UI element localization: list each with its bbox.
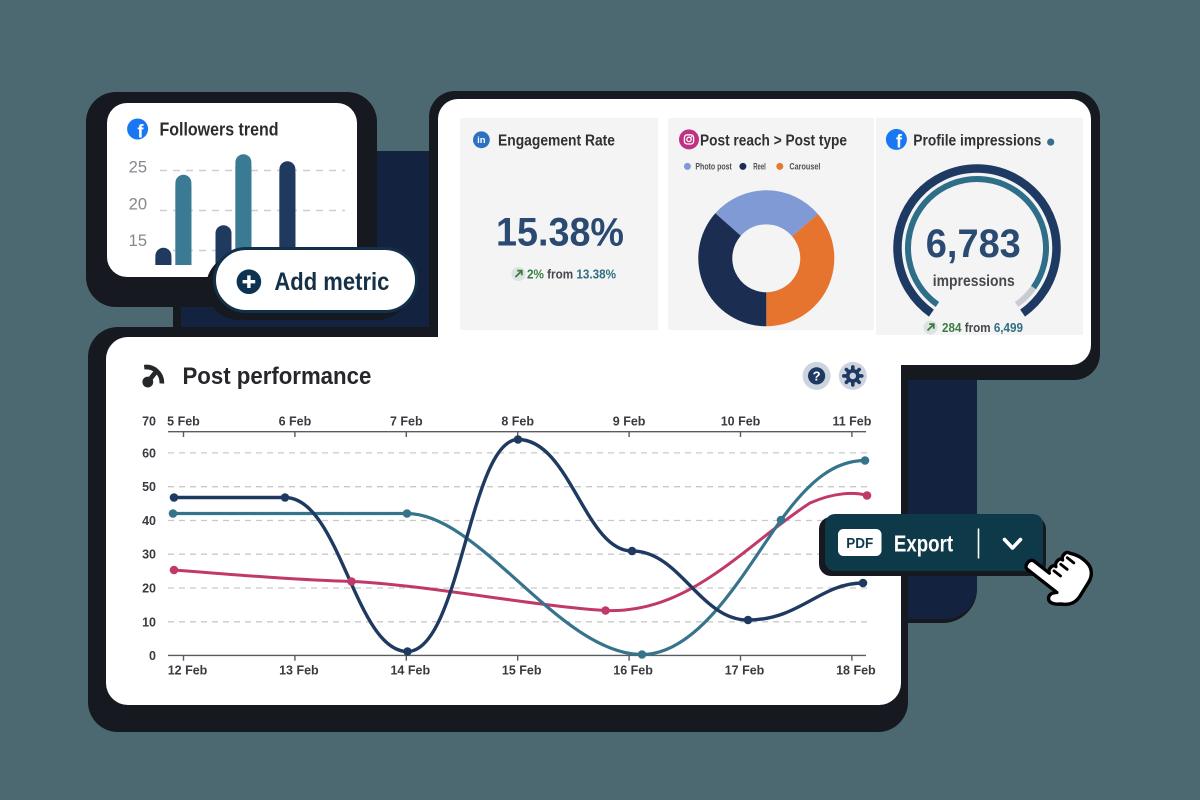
svg-text:in: in [477, 135, 486, 146]
svg-text:f: f [896, 132, 903, 152]
svg-text:?: ? [813, 369, 821, 384]
svg-text:16 Feb: 16 Feb [613, 664, 653, 678]
svg-text:Followers trend: Followers trend [160, 120, 279, 140]
svg-text:6,783: 6,783 [926, 222, 1021, 266]
svg-text:284 from 6,499: 284 from 6,499 [942, 320, 1023, 335]
svg-text:15 Feb: 15 Feb [502, 664, 542, 678]
svg-text:0: 0 [149, 649, 156, 663]
svg-text:7 Feb: 7 Feb [390, 415, 423, 429]
svg-text:17 Feb: 17 Feb [725, 664, 765, 678]
svg-text:5 Feb: 5 Feb [167, 415, 200, 429]
svg-text:Profile impressions: Profile impressions [913, 133, 1041, 150]
svg-text:Post performance: Post performance [183, 363, 372, 390]
svg-text:6 Feb: 6 Feb [279, 415, 312, 429]
svg-text:2% from 13.38%: 2% from 13.38% [527, 267, 616, 282]
svg-text:Export: Export [893, 530, 952, 556]
svg-text:20: 20 [129, 196, 147, 214]
svg-text:11 Feb: 11 Feb [832, 415, 871, 429]
svg-text:60: 60 [142, 446, 156, 460]
svg-text:25: 25 [129, 159, 147, 177]
svg-text:impressions: impressions [933, 273, 1015, 290]
svg-text:13 Feb: 13 Feb [279, 664, 319, 678]
svg-text:50: 50 [142, 480, 156, 494]
svg-text:30: 30 [142, 548, 156, 562]
svg-text:Add metric: Add metric [274, 268, 389, 296]
svg-text:20: 20 [142, 582, 156, 596]
svg-text:15: 15 [129, 232, 147, 250]
svg-text:Carousel: Carousel [789, 162, 820, 173]
svg-text:10 Feb: 10 Feb [721, 415, 761, 429]
svg-text:f: f [137, 121, 144, 142]
svg-text:PDF: PDF [846, 534, 873, 551]
svg-text:10: 10 [142, 615, 156, 629]
svg-text:18 Feb: 18 Feb [836, 664, 876, 678]
svg-text:14 Feb: 14 Feb [390, 664, 430, 678]
svg-text:Reel: Reel [753, 162, 766, 173]
svg-text:Engagement Rate: Engagement Rate [498, 132, 615, 149]
svg-text:12 Feb: 12 Feb [168, 664, 208, 678]
svg-text:15.38%: 15.38% [496, 211, 624, 255]
svg-text:Photo post: Photo post [695, 162, 732, 173]
svg-text:70: 70 [142, 415, 156, 429]
svg-text:40: 40 [142, 514, 156, 528]
svg-text:9 Feb: 9 Feb [613, 415, 646, 429]
svg-text:Post reach > Post type: Post reach > Post type [700, 133, 847, 150]
svg-text:8 Feb: 8 Feb [501, 415, 534, 429]
